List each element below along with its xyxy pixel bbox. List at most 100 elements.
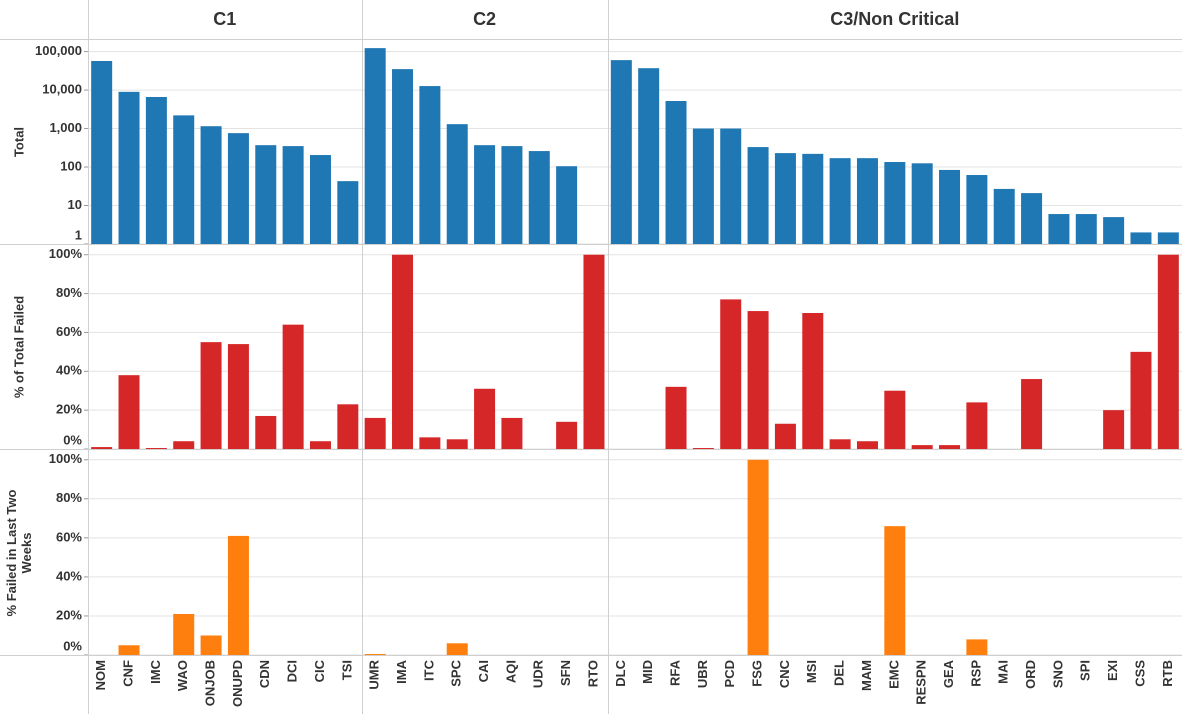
column-header: C1 bbox=[213, 9, 236, 29]
x-tick-label: DLC bbox=[613, 659, 628, 686]
bar bbox=[282, 146, 304, 244]
x-tick-label: SPI bbox=[1078, 660, 1093, 681]
bar bbox=[255, 415, 277, 449]
bar bbox=[802, 153, 824, 244]
x-tick-label: RSP bbox=[968, 660, 983, 687]
bar bbox=[200, 126, 222, 244]
bar bbox=[145, 448, 167, 449]
bar bbox=[1103, 410, 1125, 449]
bar bbox=[446, 643, 468, 655]
bar bbox=[884, 526, 906, 655]
x-tick-label: UDR bbox=[531, 659, 546, 688]
y-tick-label: 1,000 bbox=[49, 120, 82, 135]
bar bbox=[556, 166, 578, 244]
x-tick-label: UBR bbox=[695, 659, 710, 688]
bar bbox=[528, 151, 550, 244]
x-tick-label: DEL bbox=[832, 660, 847, 686]
bar bbox=[993, 188, 1015, 244]
bar bbox=[911, 445, 933, 449]
x-tick-label: RTB bbox=[1160, 660, 1175, 687]
bar bbox=[118, 645, 140, 655]
bar bbox=[501, 146, 523, 244]
x-tick-label: SFN bbox=[558, 660, 573, 686]
x-tick-label: AQI bbox=[503, 660, 518, 683]
bar bbox=[939, 169, 961, 244]
bar bbox=[446, 439, 468, 449]
column-header: C2 bbox=[473, 9, 496, 29]
bar bbox=[1075, 214, 1097, 244]
bar bbox=[774, 423, 796, 449]
x-tick-label: EMC bbox=[886, 659, 901, 689]
x-tick-label: ITC bbox=[421, 659, 436, 681]
bar bbox=[337, 181, 359, 244]
bar bbox=[1021, 193, 1043, 244]
bar bbox=[419, 437, 441, 449]
x-tick-label: TSI bbox=[339, 660, 354, 680]
bar bbox=[364, 654, 386, 655]
bar bbox=[939, 445, 961, 449]
y-tick-label: 80% bbox=[56, 490, 82, 505]
bar bbox=[638, 68, 660, 244]
bar bbox=[1130, 351, 1152, 449]
y-tick-label: 20% bbox=[56, 607, 82, 622]
x-tick-label: RFA bbox=[667, 659, 682, 686]
bar bbox=[145, 97, 167, 245]
bar bbox=[884, 162, 906, 244]
bar bbox=[1157, 232, 1179, 244]
y-tick-label: 40% bbox=[56, 363, 82, 378]
x-tick-label: EXI bbox=[1105, 660, 1120, 681]
x-tick-label: GEA bbox=[941, 659, 956, 688]
bar bbox=[474, 388, 496, 449]
y-tick-label: 60% bbox=[56, 529, 82, 544]
x-tick-label: WAO bbox=[175, 660, 190, 691]
bar bbox=[1130, 232, 1152, 244]
y-tick-label: 20% bbox=[56, 402, 82, 417]
bar bbox=[802, 313, 824, 449]
y-tick-label: 100,000 bbox=[35, 43, 82, 58]
bar bbox=[747, 147, 769, 244]
bar bbox=[364, 417, 386, 449]
bar bbox=[309, 441, 331, 449]
x-tick-label: ONJOB bbox=[203, 660, 218, 706]
bar bbox=[610, 60, 632, 244]
bar bbox=[829, 158, 851, 244]
x-tick-label: MAI bbox=[996, 660, 1011, 684]
bar bbox=[392, 254, 414, 449]
bar bbox=[91, 447, 113, 449]
bar bbox=[665, 100, 687, 244]
bar bbox=[1048, 214, 1070, 244]
bar bbox=[446, 124, 468, 244]
bar bbox=[692, 448, 714, 449]
bar bbox=[501, 417, 523, 449]
x-tick-label: ORD bbox=[1023, 660, 1038, 689]
x-tick-label: PCD bbox=[722, 660, 737, 687]
x-tick-label: IMA bbox=[394, 659, 409, 683]
y-tick-label: 60% bbox=[56, 324, 82, 339]
bar bbox=[911, 163, 933, 244]
column-header: C3/Non Critical bbox=[830, 9, 959, 29]
x-tick-label: UMR bbox=[367, 659, 382, 689]
bar bbox=[665, 386, 687, 449]
bar bbox=[747, 459, 769, 655]
x-tick-label: CIC bbox=[312, 659, 327, 682]
y-tick-label: 80% bbox=[56, 285, 82, 300]
y-tick-label: 10,000 bbox=[42, 82, 82, 97]
bar bbox=[1021, 379, 1043, 449]
bar bbox=[392, 69, 414, 244]
bar bbox=[173, 115, 195, 244]
bar bbox=[91, 60, 113, 245]
bar bbox=[829, 439, 851, 449]
x-tick-label: RTO bbox=[585, 660, 600, 687]
bar bbox=[583, 254, 605, 449]
y-axis-label: % Failed in Last Two Weeks bbox=[4, 489, 34, 616]
bar bbox=[720, 128, 742, 244]
y-axis-label: % of Total Failed bbox=[11, 295, 27, 399]
bar bbox=[556, 421, 578, 449]
bar bbox=[173, 614, 195, 655]
y-tick-label: 0% bbox=[63, 638, 82, 653]
x-tick-label: CNC bbox=[777, 659, 792, 688]
bar bbox=[200, 635, 222, 655]
bar bbox=[200, 342, 222, 449]
